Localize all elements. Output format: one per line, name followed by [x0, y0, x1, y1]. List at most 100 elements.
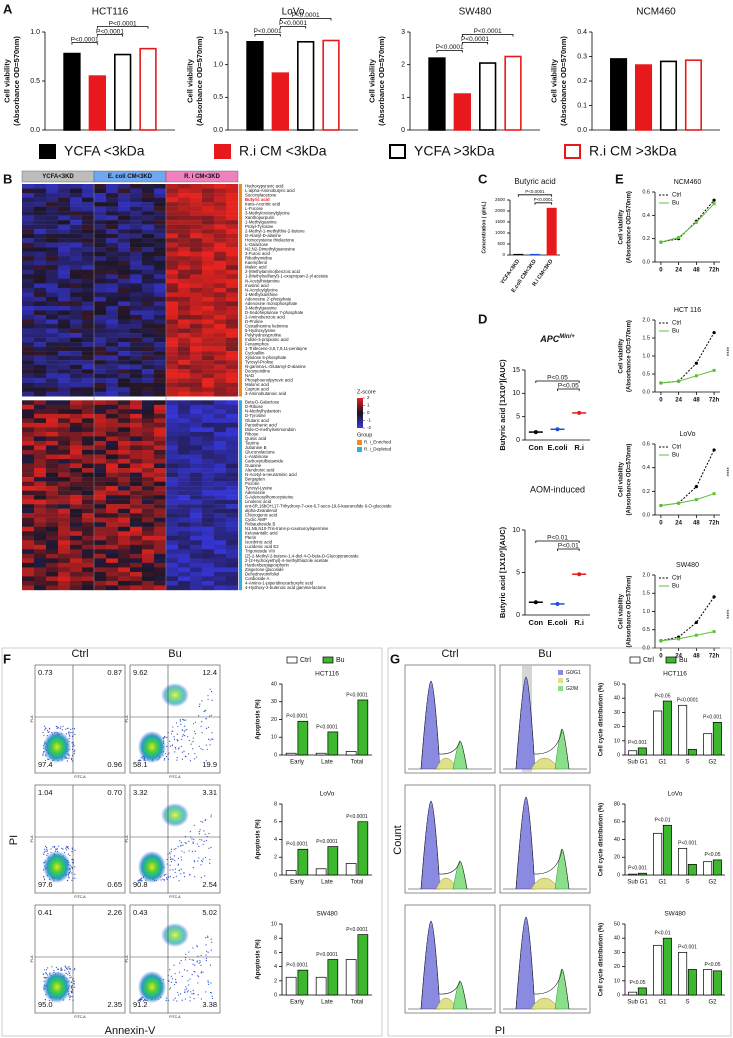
event-dot	[211, 942, 212, 943]
group-bar	[239, 338, 242, 343]
event-dot	[211, 949, 212, 950]
heatmap-cell	[190, 247, 202, 252]
heatmap-cell	[154, 427, 166, 432]
heatmap-cell	[226, 279, 238, 284]
heatmap-cell	[130, 238, 142, 243]
heatmap-cell	[226, 486, 238, 491]
heatmap-cell	[226, 329, 238, 334]
heatmap-cell	[154, 202, 166, 207]
density-cloud	[161, 803, 189, 827]
y-tick-label: 80	[614, 801, 620, 807]
event-dot	[209, 744, 210, 745]
heatmap-cell	[58, 211, 70, 216]
heatmap-cell	[130, 338, 142, 343]
heatmap-cell	[202, 342, 214, 347]
event-dot	[170, 869, 171, 870]
heatmap-cell	[178, 292, 190, 297]
event-dot	[206, 745, 207, 746]
heatmap-cell	[106, 193, 118, 198]
heatmap-cell	[214, 414, 226, 419]
heatmap-cell	[70, 450, 82, 455]
heatmap-cell	[166, 292, 178, 297]
event-dot	[58, 845, 59, 846]
heatmap-cell	[58, 229, 70, 234]
heatmap-cell	[130, 270, 142, 275]
heatmap-cell	[34, 347, 46, 352]
heatmap-cell	[202, 360, 214, 365]
group-bar	[239, 261, 242, 266]
heatmap-cell	[178, 387, 190, 392]
y-tick-label: 5	[516, 569, 520, 576]
heatmap-cell	[46, 265, 58, 270]
heatmap-cell	[166, 522, 178, 527]
event-dot	[169, 852, 170, 853]
event-dot	[207, 695, 208, 696]
heatmap-cell	[106, 207, 118, 212]
y-tick-label: 40	[271, 681, 277, 687]
heatmap-cell	[214, 450, 226, 455]
heatmap-cell	[226, 527, 238, 532]
y-tick-label: 0.4	[642, 213, 650, 219]
heatmap-cell	[58, 356, 70, 361]
heatmap-cell	[58, 477, 70, 482]
event-dot	[43, 974, 44, 975]
heatmap-cell	[130, 445, 142, 450]
heatmap-cell	[154, 238, 166, 243]
event-dot	[192, 741, 193, 742]
heatmap-cell	[58, 468, 70, 473]
heatmap-cell	[82, 576, 94, 581]
heatmap-cell	[94, 522, 106, 527]
bar	[663, 825, 671, 875]
event-dot	[74, 874, 75, 875]
event-dot	[184, 876, 185, 877]
group-bar	[239, 527, 242, 532]
heatmap-cell	[226, 536, 238, 541]
heatmap-cell	[118, 581, 130, 586]
marker	[695, 634, 698, 637]
event-dot	[43, 735, 44, 736]
heatmap-cell	[202, 333, 214, 338]
heatmap-cell	[142, 495, 154, 500]
heatmap-cell	[178, 482, 190, 487]
y-axis-title: Apoptosis (%)	[256, 819, 262, 859]
heatmap-cell	[46, 504, 58, 509]
event-dot	[205, 834, 206, 835]
heatmap-cell	[46, 202, 58, 207]
heatmap-cell	[22, 193, 34, 198]
event-dot	[70, 729, 71, 730]
heatmap-cell	[46, 220, 58, 225]
heatmap-cell	[34, 252, 46, 257]
heatmap-cell	[202, 432, 214, 437]
heatmap-cell	[190, 202, 202, 207]
heatmap-cell	[202, 464, 214, 469]
significance-label: ****	[722, 467, 728, 477]
heatmap-cell	[226, 454, 238, 459]
heatmap-cell	[22, 342, 34, 347]
heatmap-cell	[106, 441, 118, 446]
heatmap-cell	[166, 306, 178, 311]
heatmap-cell	[118, 567, 130, 572]
quadrant-value: 9.62	[133, 668, 148, 677]
event-dot	[74, 728, 75, 729]
event-dot	[172, 726, 173, 727]
heatmap-cell	[118, 495, 130, 500]
chart-title: NCM460	[674, 179, 702, 186]
heatmap-cell	[46, 477, 58, 482]
heatmap-cell	[22, 558, 34, 563]
event-dot	[206, 958, 207, 959]
heatmap-cell	[226, 288, 238, 293]
heatmap-cell	[226, 436, 238, 441]
heatmap-cell	[70, 193, 82, 198]
event-dot	[203, 830, 204, 831]
heatmap-cell	[58, 500, 70, 505]
heatmap-cell	[142, 229, 154, 234]
heatmap-cell	[202, 329, 214, 334]
heatmap-cell	[82, 432, 94, 437]
heatmap-cell	[166, 527, 178, 532]
heatmap-cell	[226, 320, 238, 325]
heatmap-cell	[106, 567, 118, 572]
bar	[663, 701, 671, 755]
heatmap-cell	[22, 279, 34, 284]
heatmap-cell	[82, 509, 94, 514]
